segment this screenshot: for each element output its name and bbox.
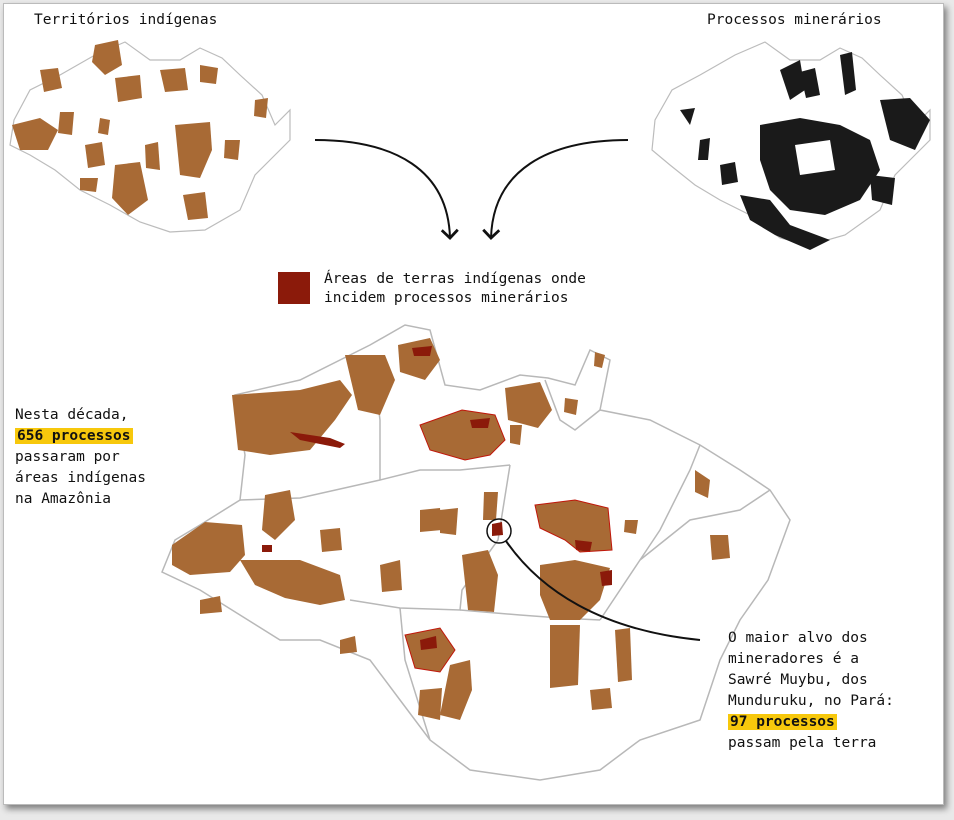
title-indigenous-territories: Territórios indígenas — [34, 12, 218, 28]
territory-shapes-main — [172, 338, 730, 720]
mining-gaps — [795, 140, 835, 175]
note-right-line-2: mineradores é a — [728, 651, 859, 667]
note-left-line-3: passaram por — [15, 449, 120, 465]
note-left-line-1: Nesta década, — [15, 407, 129, 423]
arrow-left-icon — [314, 139, 459, 240]
note-right-highlight: 97 processos — [728, 714, 837, 730]
legend-swatch — [278, 272, 310, 304]
note-left-line-4: áreas indígenas — [15, 470, 146, 486]
note-right-line-4: Munduruku, no Pará: — [728, 693, 894, 709]
note-left-line-5: na Amazônia — [15, 491, 112, 507]
title-mining-processes: Processos minerários — [707, 12, 882, 28]
overlap-shapes-main — [262, 346, 612, 650]
main-overlap-map — [161, 324, 791, 781]
legend-text: Áreas de terras indígenas onde incidem p… — [324, 270, 586, 308]
mining-processes-minimap — [651, 41, 931, 250]
legend-line-2: incidem processos minerários — [324, 290, 569, 306]
arrow-right-icon — [482, 139, 629, 240]
note-left-highlight: 656 processos — [15, 428, 133, 444]
overlap-outlines-main — [404, 409, 613, 673]
callout-line — [505, 540, 701, 641]
note-right-line-6: passam pela terra — [728, 735, 877, 751]
note-right-line-1: O maior alvo dos — [728, 630, 868, 646]
note-right: O maior alvo dos mineradores é a Sawré M… — [728, 628, 894, 754]
note-left: Nesta década, 656 processos passaram por… — [15, 405, 146, 510]
territory-shapes-left — [12, 40, 268, 220]
indigenous-territories-minimap — [9, 40, 291, 233]
note-right-line-3: Sawré Muybu, dos — [728, 672, 868, 688]
sawre-muybu-highlight-circle — [486, 518, 512, 544]
legend-line-1: Áreas de terras indígenas onde — [324, 271, 586, 287]
